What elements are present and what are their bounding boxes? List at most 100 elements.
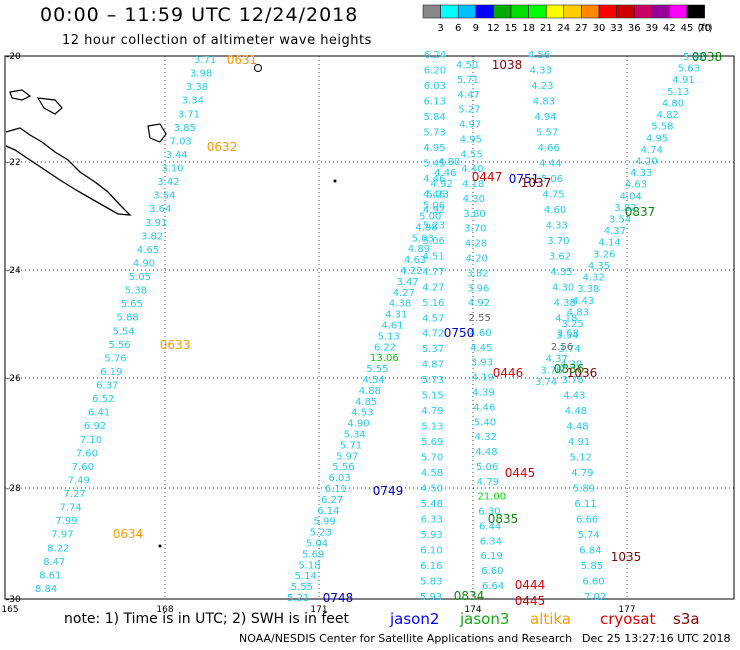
latitude-label: -22	[6, 158, 21, 168]
swh-value: 4.94	[534, 112, 556, 123]
swh-value: 4.98	[415, 222, 437, 233]
swh-value: 4.50	[421, 484, 443, 495]
swh-value: 4.63	[625, 180, 647, 191]
latitude-label: -24	[6, 266, 21, 276]
pass-time-label: 0447	[472, 170, 503, 184]
swh-value: 3.85	[174, 123, 196, 134]
swh-value: 5.84	[424, 112, 446, 123]
pass-time-label: 0632	[207, 140, 238, 154]
swh-value: 7.03	[170, 136, 192, 147]
swh-value: 4.37	[546, 354, 568, 365]
colorbar-label: 12	[487, 23, 500, 34]
swh-value: 4.45	[470, 343, 492, 354]
colorbar-label: 24	[557, 23, 570, 34]
swh-value: 6.11	[325, 484, 347, 495]
swh-value: 3.96	[467, 283, 489, 294]
swh-value: 3.82	[614, 203, 636, 214]
swh-value: 5.73	[423, 127, 445, 138]
swh-value: 5.16	[422, 298, 444, 309]
swh-value: 3.70	[464, 224, 486, 235]
colorbar-swatch	[422, 4, 441, 19]
swh-value: 5.71	[457, 75, 479, 86]
coastline	[5, 64, 337, 548]
swh-value: 5.23	[310, 528, 332, 539]
swh-value: 3.58	[557, 329, 579, 340]
swh-value: 5.57	[536, 127, 558, 138]
swh-value: 6.27	[321, 495, 343, 506]
swh-value: 4.87	[422, 360, 444, 371]
swh-value: 3.82	[466, 268, 488, 279]
swh-value: 5.00	[419, 212, 441, 223]
island-coast	[36, 97, 63, 115]
swh-value: 4.50	[456, 60, 478, 71]
colorbar-swatch	[528, 4, 547, 19]
longitude-label: 171	[310, 605, 327, 615]
swh-value: 4.35	[588, 261, 610, 272]
swh-value: 5.56	[108, 340, 130, 351]
swh-value: 4.54	[363, 375, 385, 386]
swh-value: 4.97	[459, 120, 481, 131]
swh-value: 6.10	[420, 546, 442, 557]
legend-altika: altika	[530, 610, 572, 628]
swh-value: 3.82	[141, 231, 163, 242]
swh-value: 4.61	[381, 321, 403, 332]
swh-value: 5.73	[422, 375, 444, 386]
island-coast	[254, 64, 262, 72]
swh-value: 4.63	[404, 255, 426, 266]
swh-value: 5.45	[423, 158, 445, 169]
colorbar-label: 30	[593, 23, 606, 34]
swh-value: 4.55	[460, 149, 482, 160]
swh-value: 4.31	[385, 310, 407, 321]
swh-value: 4.74	[641, 145, 663, 156]
legend-cryosat: cryosat	[600, 610, 656, 628]
legend-s3a: s3a	[673, 610, 700, 628]
colorbar-swatch	[581, 4, 600, 19]
swh-value: 4.72	[422, 329, 444, 340]
map-grid	[5, 56, 734, 599]
satellite-tracks: 3.71 3.98 3.38 3.34 3.71 3.85 7.03 3.44 3.10 3.42…	[35, 50, 705, 604]
swh-value: 6.37	[96, 381, 118, 392]
swh-value: 5.70	[421, 453, 443, 464]
swh-value: 4.91	[568, 437, 590, 448]
new-caledonia-coast	[5, 127, 132, 216]
swh-value: 4.27	[422, 282, 444, 293]
swh-value: 3.98	[190, 69, 212, 80]
swh-value: 6.52	[92, 394, 114, 405]
swh-value: 6.03	[329, 473, 351, 484]
swh-value: 4.32	[475, 432, 497, 443]
swh-value: 5.06	[423, 201, 445, 212]
swh-value: 5.05	[129, 272, 151, 283]
pass-time-label: 0446	[493, 366, 524, 380]
swh-value: 4.95	[460, 134, 482, 145]
swh-value: 5.12	[570, 453, 592, 464]
colorbar-label: 33	[610, 23, 623, 34]
swh-value: 5.48	[421, 499, 443, 510]
swh-value: 6.11	[574, 499, 596, 510]
swh-value: 7.10	[80, 435, 102, 446]
colorbar-swatch	[545, 4, 565, 19]
swh-value: 4.20	[635, 156, 657, 167]
swh-value: 6.19	[481, 551, 503, 562]
colorbar-swatch	[686, 4, 705, 19]
swh-value: 4.20	[466, 254, 488, 265]
swh-value: 5.38	[125, 286, 147, 297]
pass-time-label: 0835	[488, 512, 519, 526]
swh-value: 4.85	[355, 397, 377, 408]
swh-value: 8.47	[43, 557, 65, 568]
colorbar-swatch	[633, 4, 653, 19]
colorbar-label: 9	[473, 23, 479, 34]
swh-value: 5.55	[291, 582, 313, 593]
swh-value: 4.51	[423, 251, 445, 262]
swh-value: 4.91	[672, 75, 694, 86]
swh-value: 4.60	[469, 328, 491, 339]
pass-time-label: 0837	[625, 205, 656, 219]
legend-jason3: jason3	[460, 610, 510, 628]
swh-value: 6.84	[579, 546, 601, 557]
latitude-label: -28	[6, 484, 21, 494]
swh-value: 5.65	[121, 299, 143, 310]
swh-value: 5.27	[458, 105, 480, 116]
footer-note: note: 1) Time is in UTC; 2) SWH is in fe…	[64, 611, 350, 627]
page-subtitle: 12 hour collection of altimeter wave hei…	[62, 33, 372, 48]
longitude-label: 168	[156, 605, 173, 615]
